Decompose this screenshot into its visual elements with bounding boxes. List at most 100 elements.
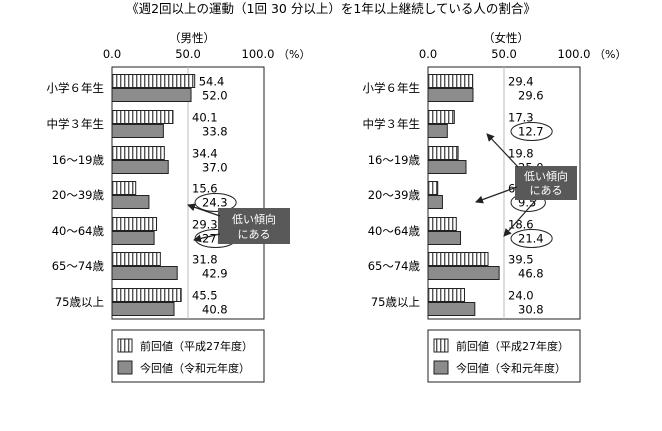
x-tick-label: 50.0: [175, 47, 201, 61]
callout-text: にある: [238, 228, 271, 241]
legend-label: 前回値（平成27年度）: [456, 339, 569, 353]
bar-curr: [427, 231, 462, 245]
legend-frame: [427, 329, 581, 383]
data-label-curr: 40.8: [202, 303, 228, 317]
data-label-prev: 54.4: [199, 75, 225, 89]
highlight-circle: [510, 229, 553, 248]
bar-prev: [427, 146, 459, 160]
data-label-prev: 18.6: [508, 218, 534, 232]
legend-female: 前回値（平成27年度） 今回値（令和元年度）: [427, 329, 581, 383]
category-label: 16～19歳: [368, 153, 421, 167]
bar-prev: [427, 181, 439, 195]
data-label-prev: 39.5: [508, 253, 534, 267]
category-label: 65～74歳: [52, 259, 105, 273]
x-tick-label: 0.0: [103, 47, 121, 61]
bar-prev: [427, 288, 465, 302]
callout-female: 低い傾向 にある: [475, 133, 577, 237]
data-label-prev: 17.3: [508, 111, 534, 125]
legend-swatch-curr: [117, 360, 133, 375]
bar-curr: [111, 302, 175, 316]
callout-arrow: [486, 133, 519, 168]
bar-curr: [427, 88, 474, 102]
category-label: 小学６年生: [47, 81, 105, 95]
panel-title: （女性）: [483, 31, 529, 45]
callout-arrow: [193, 233, 221, 243]
data-label-prev: 29.4: [508, 75, 534, 89]
data-label-curr: 42.9: [202, 267, 228, 281]
callout-male: 低い傾向 にある: [187, 203, 290, 244]
highlight-circle: [194, 193, 237, 212]
category-label: 中学３年生: [47, 117, 105, 131]
callout-box: [218, 208, 290, 244]
callout-text: 低い傾向: [232, 212, 276, 226]
data-label-curr: 37.0: [202, 161, 228, 175]
bar-curr: [427, 266, 500, 280]
bar-prev: [111, 181, 137, 195]
bar-prev: [111, 146, 165, 160]
category-label: 20～39歳: [52, 188, 105, 202]
bar-curr: [111, 231, 155, 245]
unit-label: （%）: [594, 48, 626, 61]
x-tick-label: 100.0: [558, 47, 591, 61]
data-label-prev: 15.6: [192, 182, 218, 196]
bar-prev: [111, 217, 158, 231]
category-label: 小学６年生: [363, 81, 421, 95]
data-label-curr: 24.3: [202, 196, 228, 210]
panel-title: （男性）: [169, 31, 215, 45]
bar-prev: [427, 252, 489, 266]
data-label-curr: 21.4: [518, 232, 544, 246]
data-label-prev: 24.0: [508, 289, 534, 303]
data-label-curr: 33.8: [202, 125, 228, 139]
bar-curr: [427, 160, 467, 174]
category-label: 75歳以上: [55, 295, 104, 309]
callout-arrow: [503, 199, 537, 237]
data-label-curr: 29.6: [518, 89, 544, 103]
bar-prev: [111, 74, 196, 88]
legend-label: 今回値（令和元年度）: [456, 361, 566, 375]
data-label-prev: 45.5: [192, 289, 218, 303]
bar-prev: [111, 288, 182, 302]
data-label-curr: 52.0: [202, 89, 228, 103]
x-tick-label: 0.0: [419, 47, 437, 61]
bar-prev: [427, 110, 455, 124]
bar-prev: [427, 74, 474, 88]
data-label-curr: 30.8: [518, 303, 544, 317]
bar-curr: [111, 124, 164, 138]
x-tick-label: 50.0: [491, 47, 517, 61]
figure-title: 《週2回以上の運動（1回 30 分以上）を1年以上継続している人の割合》: [126, 1, 536, 16]
legend-swatch-prev: [117, 338, 133, 353]
category-label: 65～74歳: [368, 259, 421, 273]
category-label: 75歳以上: [371, 295, 420, 309]
callout-arrow: [187, 203, 221, 217]
category-label: 中学３年生: [363, 117, 421, 131]
data-label-prev: 29.3: [192, 218, 218, 232]
legend-swatch-prev: [433, 338, 449, 353]
bar-curr: [111, 88, 192, 102]
legend-label: 前回値（平成27年度）: [140, 339, 253, 353]
category-label: 20～39歳: [368, 188, 421, 202]
callout-arrow: [475, 186, 518, 204]
unit-label: （%）: [278, 48, 310, 61]
category-label: 40～64歳: [52, 224, 105, 238]
data-label-prev: 31.8: [192, 253, 218, 267]
bar-curr: [427, 195, 443, 209]
callout-box: [515, 166, 577, 200]
category-label: 16～19歳: [52, 153, 105, 167]
legend-frame: [111, 329, 265, 383]
bar-prev: [111, 110, 174, 124]
bar-curr: [111, 266, 178, 280]
data-label-curr: 12.7: [518, 125, 544, 139]
legend-label: 今回値（令和元年度）: [140, 361, 250, 375]
data-label-prev: 40.1: [192, 111, 218, 125]
data-label-prev: 19.8: [508, 147, 534, 161]
legend-male: 前回値（平成27年度） 今回値（令和元年度）: [111, 329, 265, 383]
category-label: 40～64歳: [368, 224, 421, 238]
bar-prev: [111, 252, 161, 266]
bar-curr: [427, 124, 448, 138]
bar-prev: [427, 217, 457, 231]
x-tick-label: 100.0: [242, 47, 275, 61]
data-label-prev: 34.4: [192, 147, 218, 161]
